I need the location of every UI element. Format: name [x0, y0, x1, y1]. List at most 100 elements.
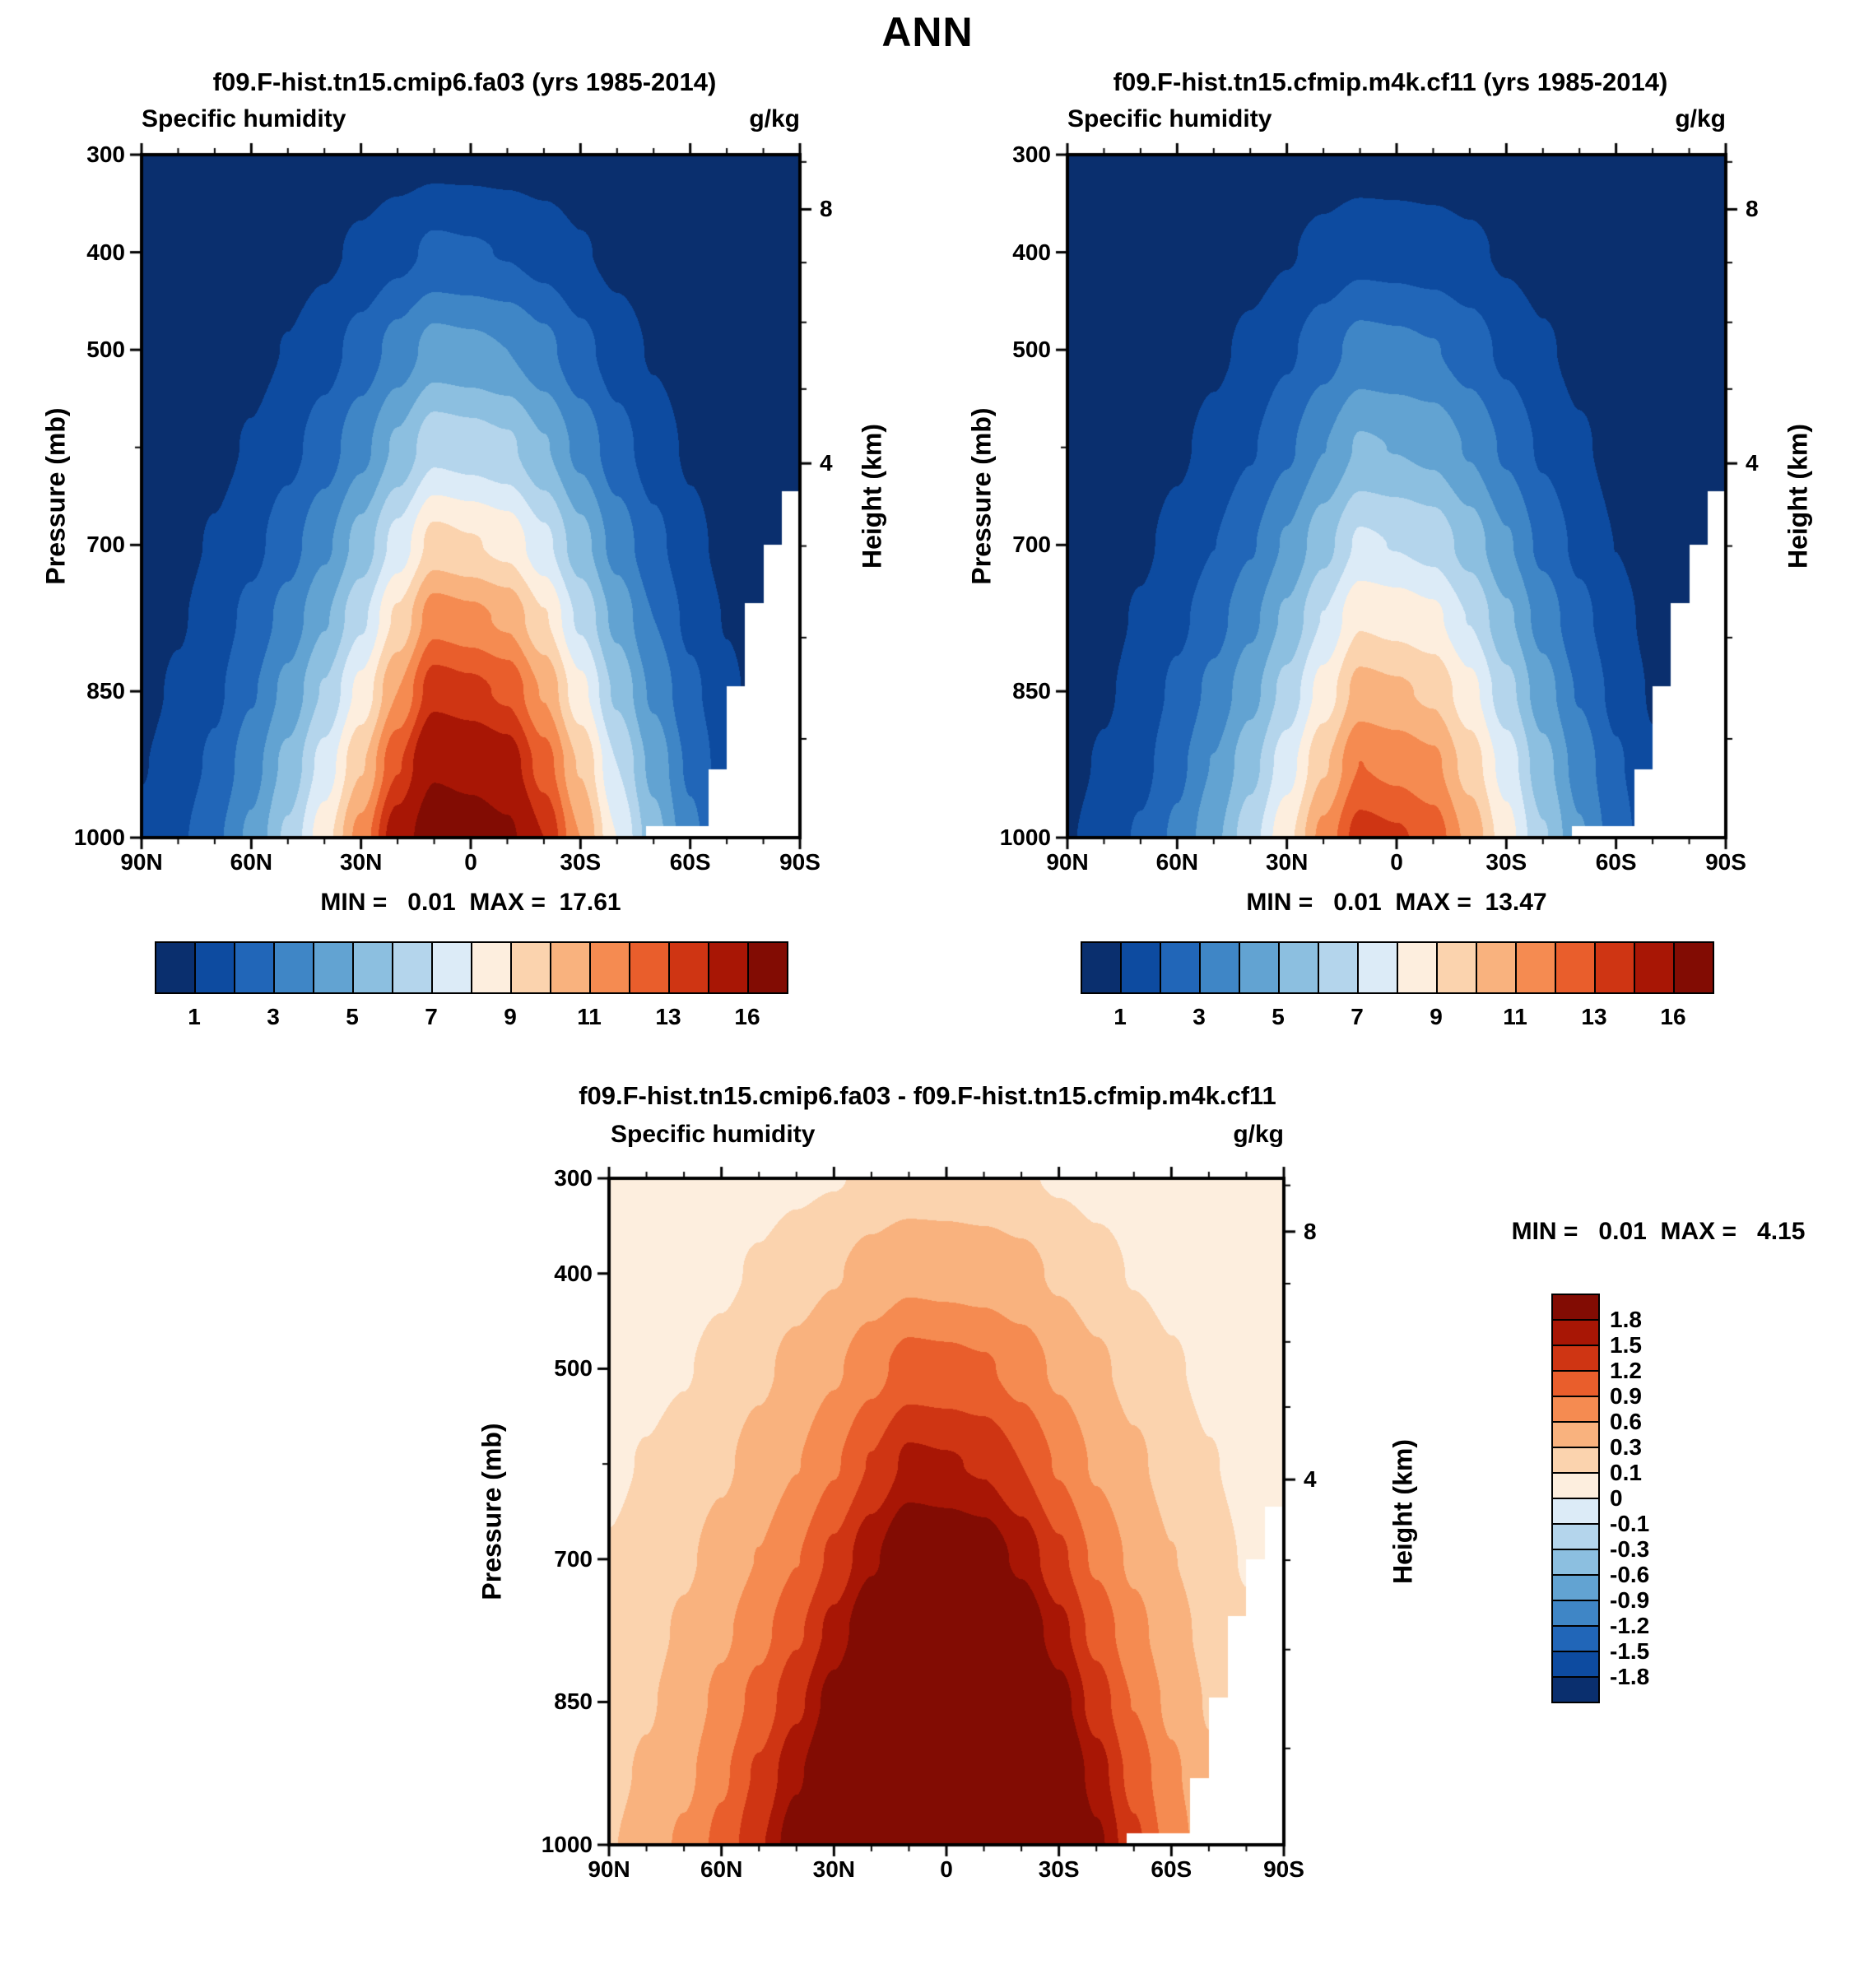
colorbar-box — [708, 941, 749, 994]
panel-difference-title: f09.F-hist.tn15.cmip6.fa03 - f09.F-hist.… — [579, 1081, 1276, 1110]
variable-label: Specific humidity — [1067, 105, 1272, 132]
minmax-label: MIN = 0.01 MAX = 4.15 — [1511, 1218, 1806, 1245]
height-tick-label: 4 — [1304, 1466, 1317, 1493]
pressure-tick-label: 500 — [86, 337, 125, 363]
pressure-tick-label: 300 — [1012, 142, 1051, 167]
colorbar-box — [352, 941, 393, 994]
colorbar-label: -0.6 — [1610, 1562, 1650, 1587]
x-tick-label: 30S — [1038, 1856, 1080, 1882]
colorbar-box — [1318, 941, 1359, 994]
colorbar-box — [234, 941, 275, 994]
colorbar-label: 13 — [655, 1004, 681, 1029]
colorbar-box — [1551, 1549, 1600, 1576]
x-tick-label: 0 — [464, 849, 477, 875]
colorbar-box — [629, 941, 670, 994]
colorbar-box — [1551, 1472, 1600, 1499]
colorbar-box — [1239, 941, 1280, 994]
colorbar-label: 13 — [1581, 1004, 1607, 1029]
x-tick-label: 30S — [560, 849, 602, 875]
pressure-tick-label: 400 — [1012, 239, 1051, 265]
colorbar-box — [1551, 1523, 1600, 1550]
colorbar-box — [1551, 1421, 1600, 1448]
x-tick-label: 30N — [1265, 849, 1309, 875]
x-tick-label: 90N — [588, 1856, 630, 1882]
height-tick-label: 8 — [1304, 1218, 1317, 1244]
plot-frame-difference: Specific humidity g/kg Pressure (mb) Hei… — [0, 1121, 1855, 1907]
panel-control: f09.F-hist.tn15.cmip6.fa03 (yrs 1985-201… — [18, 67, 911, 1043]
x-tick-label: 60S — [1151, 1856, 1192, 1882]
colorbar-label: 5 — [346, 1004, 359, 1029]
colorbar-label: 0.1 — [1610, 1460, 1642, 1485]
top-panels-row: f09.F-hist.tn15.cmip6.fa03 (yrs 1985-201… — [0, 67, 1855, 1043]
colorbar-label: 0.9 — [1610, 1383, 1642, 1409]
minmax-label: MIN = 0.01 MAX = 13.47 — [1246, 889, 1547, 916]
panel-difference: f09.F-hist.tn15.cmip6.fa03 - f09.F-hist.… — [0, 1081, 1855, 1907]
page-title: ANN — [881, 9, 974, 55]
pressure-tick-label: 850 — [554, 1688, 593, 1715]
colorbar-label: 11 — [1503, 1004, 1527, 1029]
colorbar-box — [1436, 941, 1477, 994]
colorbar-box — [1199, 941, 1240, 994]
x-tick-label: 60S — [1595, 849, 1637, 875]
colorbar-label: 1 — [188, 1004, 201, 1029]
pressure-tick-label: 300 — [554, 1165, 593, 1191]
colorbar-box — [1551, 1345, 1600, 1372]
colorbar-label: -1.2 — [1610, 1613, 1650, 1638]
x-tick-label: 0 — [1390, 849, 1403, 875]
colorbar-label: 0.6 — [1610, 1409, 1642, 1434]
units-label: g/kg — [1675, 105, 1726, 132]
height-axis-label: Height (km) — [1388, 1439, 1418, 1584]
x-tick-label: 60N — [230, 849, 273, 875]
units-label: g/kg — [1233, 1121, 1284, 1148]
height-axis-label: Height (km) — [857, 424, 887, 569]
colorbar-box — [1551, 1447, 1600, 1474]
minmax-label: MIN = 0.01 MAX = 17.61 — [320, 889, 621, 916]
colorbar-label: 16 — [734, 1004, 760, 1029]
pressure-tick-label: 700 — [1012, 532, 1051, 558]
plot-frame-control: Specific humidity g/kg Pressure (mb) Hei… — [18, 105, 911, 1043]
colorbar-box — [1551, 1370, 1600, 1397]
colorbar-box — [1120, 941, 1161, 994]
colorbar-box — [1081, 941, 1122, 994]
x-tick-label: 90N — [1046, 849, 1089, 875]
colorbar-box — [313, 941, 354, 994]
colorbar-box — [1551, 1319, 1600, 1346]
x-tick-label: 60N — [1155, 849, 1199, 875]
variable-label: Specific humidity — [611, 1121, 816, 1148]
colorbar-box — [1555, 941, 1596, 994]
colorbar-label: 7 — [1351, 1004, 1364, 1029]
pressure-tick-label: 1000 — [73, 824, 125, 850]
contour-plot-control — [123, 137, 818, 856]
pressure-tick-label: 850 — [1012, 678, 1051, 704]
colorbar-box — [1160, 941, 1201, 994]
colorbar-box — [431, 941, 472, 994]
colorbar-label: 3 — [1192, 1004, 1206, 1029]
colorbar-box — [747, 941, 788, 994]
x-tick-label: 60S — [669, 849, 711, 875]
colorbar-label: 11 — [577, 1004, 602, 1029]
height-tick-label: 4 — [1746, 450, 1759, 476]
pressure-tick-label: 400 — [86, 239, 125, 265]
x-tick-label: 90S — [779, 849, 821, 875]
colorbar-label: 1.8 — [1610, 1307, 1642, 1332]
pressure-tick-label: 700 — [554, 1545, 593, 1572]
colorbar-box — [273, 941, 314, 994]
colorbar-box — [1551, 1600, 1600, 1627]
x-tick-label: 0 — [940, 1856, 953, 1882]
colorbar-box — [1551, 1574, 1600, 1601]
colorbar-box — [550, 941, 591, 994]
colorbar-box — [589, 941, 630, 994]
colorbar-box — [471, 941, 512, 994]
colorbar-box — [1673, 941, 1714, 994]
x-tick-label: 90N — [120, 849, 163, 875]
colorbar-label: 16 — [1660, 1004, 1686, 1029]
pressure-tick-label: 500 — [1012, 337, 1051, 363]
x-tick-label: 60N — [700, 1856, 743, 1882]
units-label: g/kg — [749, 105, 800, 132]
contour-plot-difference — [591, 1160, 1302, 1863]
x-tick-label: 30N — [812, 1856, 856, 1882]
colorbar-label: 9 — [1430, 1004, 1443, 1029]
pressure-tick-label: 700 — [86, 532, 125, 558]
colorbar-box — [1551, 1396, 1600, 1423]
